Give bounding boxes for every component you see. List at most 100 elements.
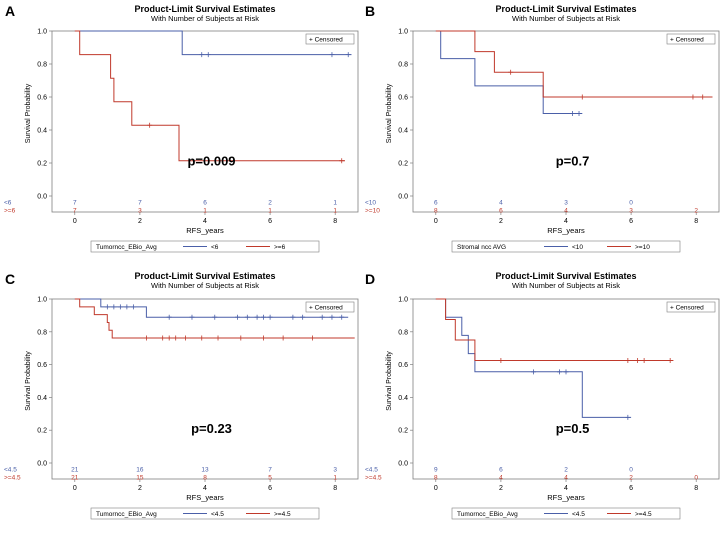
y-tick-label: 0.0 <box>37 461 47 468</box>
at-risk-row: <6 7 7 6 2 1 <box>4 200 337 207</box>
censor-mark <box>147 122 153 128</box>
censor-mark <box>215 335 221 341</box>
censor-mark <box>205 52 211 58</box>
chart-title: Product-Limit Survival Estimates <box>134 271 275 281</box>
at-risk-count: 1 <box>203 208 207 215</box>
y-tick-label: 0.0 <box>398 194 408 201</box>
censor-mark <box>166 314 172 320</box>
at-risk-count: 7 <box>138 200 142 207</box>
x-axis-title: RFS_years <box>186 226 224 235</box>
censor-mark <box>235 314 241 320</box>
at-risk-count: 3 <box>138 208 142 215</box>
x-tick-label: 8 <box>333 485 337 492</box>
at-risk-count: 3 <box>564 200 568 207</box>
chart-title: Product-Limit Survival Estimates <box>134 4 275 14</box>
survival-curve <box>435 30 583 114</box>
y-tick-label: 0.6 <box>398 95 408 102</box>
censor-mark <box>238 335 244 341</box>
x-tick-label: 6 <box>268 485 272 492</box>
censor-mark <box>199 52 205 58</box>
at-risk-count: 2 <box>564 467 568 474</box>
censor-mark <box>579 94 585 100</box>
y-tick-label: 0.4 <box>398 128 408 135</box>
series-low <box>435 298 632 420</box>
y-tick-label: 1.0 <box>37 29 47 36</box>
at-risk-count: 4 <box>499 475 503 482</box>
at-risk-count: 2 <box>629 475 633 482</box>
censored-legend-label: + Censored <box>670 305 704 312</box>
x-tick-label: 4 <box>203 218 207 225</box>
censor-mark <box>641 358 647 363</box>
x-tick-label: 8 <box>694 218 698 225</box>
censored-legend: + Censored <box>666 301 716 313</box>
x-axis-title: RFS_years <box>186 493 224 502</box>
at-risk-count: 1 <box>333 475 337 482</box>
censor-mark <box>124 304 130 310</box>
y-tick-label: 1.0 <box>37 297 47 304</box>
censor-mark <box>130 304 136 310</box>
legend-entry: <10 <box>572 244 583 251</box>
censored-legend-box <box>305 33 355 45</box>
at-risk-count: 6 <box>499 208 503 215</box>
at-risk-count: 1 <box>333 200 337 207</box>
at-risk-label: <4.5 <box>4 467 17 474</box>
censor-mark <box>563 369 569 375</box>
at-risk-row: >=4.5 21 15 8 5 1 <box>4 475 337 482</box>
censor-mark <box>111 304 117 310</box>
x-tick-label: 0 <box>73 218 77 225</box>
at-risk-row: <4.5 21 16 13 7 3 <box>4 467 337 474</box>
at-risk-count: 21 <box>71 467 79 474</box>
panel-letter: B <box>365 3 375 19</box>
panel-letter: A <box>5 3 15 19</box>
p-value: p=0.009 <box>187 154 235 169</box>
censored-legend-box <box>666 33 716 45</box>
y-axis-title: Survival Probability <box>25 351 32 411</box>
survival-curve <box>74 30 352 56</box>
legend-entry: >=4.5 <box>274 511 291 518</box>
censored-legend: + Censored <box>666 33 716 45</box>
x-tick-label: 8 <box>694 485 698 492</box>
plot-frame <box>51 30 359 213</box>
censor-mark <box>339 314 345 320</box>
at-risk-row: >=10 8 6 4 3 2 <box>365 208 698 215</box>
x-tick-label: 4 <box>564 218 568 225</box>
at-risk-count: 8 <box>203 475 207 482</box>
censor-mark <box>309 335 315 341</box>
series-high <box>435 298 674 363</box>
censor-mark <box>117 304 123 310</box>
y-tick-label: 0.6 <box>37 362 47 369</box>
censor-mark <box>280 335 286 341</box>
series-low <box>74 298 349 320</box>
y-tick-label: 1.0 <box>398 297 408 304</box>
censored-legend-box <box>305 301 355 313</box>
at-risk-row: >=6 7 3 1 1 1 <box>4 208 337 215</box>
censor-mark <box>339 158 345 164</box>
plot-frame <box>412 298 720 480</box>
survival-curve <box>74 298 349 318</box>
censor-mark <box>530 369 536 375</box>
y-tick-label: 0.8 <box>37 62 47 69</box>
censor-mark <box>199 335 205 341</box>
y-tick-label: 0.4 <box>37 128 47 135</box>
censor-mark <box>576 111 582 116</box>
legend-entry: >=6 <box>274 244 286 251</box>
at-risk-count: 0 <box>694 475 698 482</box>
at-risk-count: 0 <box>629 200 633 207</box>
x-tick-label: 4 <box>564 485 568 492</box>
at-risk-count: 6 <box>499 467 503 474</box>
y-axis-title: Survival Probability <box>386 351 393 411</box>
legend-variable: Stromal ncc AVG <box>457 244 506 251</box>
censor-mark <box>189 314 195 320</box>
p-value: p=0.23 <box>191 421 232 436</box>
chart-subtitle: With Number of Subjects at Risk <box>151 281 259 290</box>
at-risk-count: 1 <box>268 208 272 215</box>
censor-mark <box>261 335 267 341</box>
censor-mark <box>635 358 641 363</box>
at-risk-count: 1 <box>333 208 337 215</box>
at-risk-row: <4.5 9 6 2 0 <box>365 467 633 474</box>
series-legend: Tumorncc_EBio_Avg <4.5 >=4.5 <box>90 507 320 520</box>
censored-legend-label: + Censored <box>309 37 343 44</box>
legend-variable: Tumorncc_EBio_Avg <box>457 511 518 518</box>
